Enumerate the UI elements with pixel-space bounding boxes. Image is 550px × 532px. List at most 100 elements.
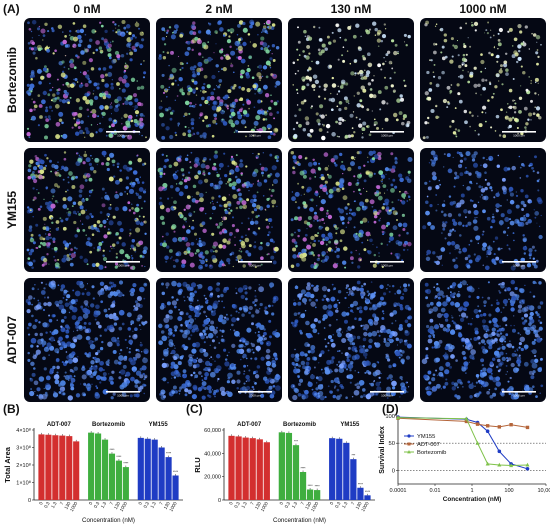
rlu-bar <box>350 459 357 500</box>
micrograph-image: 1000 µm <box>421 279 544 400</box>
micrograph-image: 1000 µm <box>158 280 281 400</box>
scale-bar-label: 1000 µm <box>381 134 393 138</box>
micrograph-adt007-0nm: 1000 µm <box>24 278 150 402</box>
rlu-x-tick-label: 1.3 <box>291 501 299 509</box>
column-header-1000nm: 1000 nM <box>459 2 507 16</box>
rlu-group-title: YM155 <box>340 422 360 428</box>
total-area-y-tick-label: 4×10⁸ <box>16 427 31 434</box>
total-area-x-tick-label: 1.3 <box>149 501 157 509</box>
total-area-x-tick-label: 0.3 <box>93 501 101 509</box>
survival-point <box>485 424 490 428</box>
total-area-significance: **** <box>173 470 179 474</box>
total-area-x-tick-label: 1000 <box>168 501 178 513</box>
scale-bar-label: 1000 µm <box>117 264 129 268</box>
survival-x-tick-label: 0.01 <box>430 488 441 494</box>
column-header-2nm: 2 nM <box>205 2 233 16</box>
total-area-x-tick-label: 0 <box>137 501 143 506</box>
scale-bar <box>370 391 404 393</box>
total-area-x-tick-label: 7 <box>158 501 164 506</box>
scale-bar-label: 1000 µm <box>117 394 129 398</box>
rlu-x-tick-label: 0 <box>329 501 335 506</box>
total-area-x-tick-label: 7 <box>109 501 115 506</box>
total-area-x-tick-label: 130 <box>113 501 121 511</box>
rlu-y-tick-label: 60,000 <box>204 428 221 434</box>
rlu-bar <box>263 442 270 500</box>
scale-bar <box>502 391 536 393</box>
total-area-group-title: Bortezomib <box>92 422 125 428</box>
survival-point <box>464 419 469 424</box>
rlu-group-title: Bortezomib <box>283 422 316 428</box>
micrograph-ym155-1000nm: 1000 µm <box>420 148 546 272</box>
rlu-bar <box>343 442 350 500</box>
survival-y-label: Survival Index <box>379 426 386 474</box>
survival-y-tick-label: 100 <box>385 414 395 420</box>
survival-x-tick-label: 0.0001 <box>389 488 406 494</box>
rlu-significance: **** <box>315 485 321 489</box>
micrograph-ym155-0nm: 1000 µm <box>24 148 150 272</box>
rlu-significance: **** <box>301 467 307 471</box>
total-area-bar <box>45 434 52 500</box>
micrograph-bortezomib-2nm: 1000 µm <box>156 18 282 142</box>
row-header-bortezomib: Bortezomib <box>5 47 19 113</box>
total-area-x-tick-label: 7 <box>59 501 65 506</box>
micrograph-adt007-130nm: 1000 µm <box>288 278 414 402</box>
rlu-bar <box>292 445 300 500</box>
legend-label: ADT-007 <box>417 442 440 448</box>
survival-y-tick-label: 50 <box>389 441 395 447</box>
total-area-bar <box>95 433 102 500</box>
chart-survival-index: 0 50 100 0.0001 0.01 1 100 10,000 Survival Index… <box>378 400 550 532</box>
rlu-y-tick-label: 20,000 <box>204 475 221 481</box>
rlu-bar <box>299 472 307 500</box>
total-area-bar <box>115 460 122 501</box>
micrograph-image: 1000 µm <box>26 19 147 140</box>
rlu-x-tick-label: 0.3 <box>284 501 292 509</box>
total-area-bar <box>172 475 179 500</box>
survival-point <box>525 462 530 467</box>
row-header-adt007: ADT-007 <box>5 315 19 365</box>
total-area-y-tick-label: 0 <box>28 498 31 504</box>
survival-point <box>475 422 480 426</box>
rlu-bar <box>357 487 364 500</box>
scale-bar <box>502 131 536 133</box>
scale-bar-label: 1000 µm <box>381 264 393 268</box>
survival-y-tick-label: 0 <box>392 468 395 474</box>
panel-label-a: (A) <box>3 2 20 16</box>
survival-x-tick-label: 10,000 <box>537 488 550 494</box>
rlu-x-tick-label: 1000 <box>360 501 370 513</box>
scale-bar-label: 1000 µm <box>117 134 129 138</box>
rlu-x-tick-label: 7 <box>249 501 255 506</box>
total-area-x-tick-label: 0 <box>88 501 94 506</box>
column-header-0nm: 0 nM <box>73 2 101 16</box>
total-area-bar <box>66 436 73 501</box>
total-area-group-title: ADT-007 <box>47 422 72 428</box>
scale-bar <box>106 391 140 393</box>
rlu-x-tick-label: 1.3 <box>341 501 349 509</box>
scale-bar-label: 1000 µm <box>249 394 261 398</box>
rlu-bar <box>235 436 242 500</box>
rlu-x-tick-label: 0.3 <box>334 501 342 509</box>
panel-label-c: (C) <box>186 402 203 416</box>
micrograph-image: 1000 µm <box>422 20 542 140</box>
legend-label: Bortezomib <box>417 450 446 456</box>
rlu-y-tick-label: 40,000 <box>204 451 221 457</box>
rlu-bar <box>285 432 293 500</box>
micrograph-image: 1000 µm <box>290 280 413 401</box>
total-area-x-tick-label: 1000 <box>69 501 79 513</box>
rlu-bar <box>336 438 343 500</box>
total-area-bar <box>108 453 116 501</box>
rlu-bar <box>329 438 336 500</box>
survival-x-tick-label: 100 <box>504 488 513 494</box>
micrograph-image: 1000 µm <box>422 150 543 271</box>
total-area-bar <box>52 435 59 500</box>
micrograph-image: 1000 µm <box>25 280 149 401</box>
total-area-y-tick-label: 2×10⁸ <box>16 462 31 469</box>
total-area-x-label: Concentration (nM) <box>82 517 135 524</box>
micrograph-adt007-2nm: 1000 µm <box>156 278 282 402</box>
micrograph-image: 1000 µm <box>158 19 281 140</box>
rlu-significance: *** <box>351 454 355 458</box>
scale-bar <box>238 261 272 263</box>
total-area-significance: **** <box>116 455 122 459</box>
total-area-x-tick-label: 130 <box>63 501 71 511</box>
